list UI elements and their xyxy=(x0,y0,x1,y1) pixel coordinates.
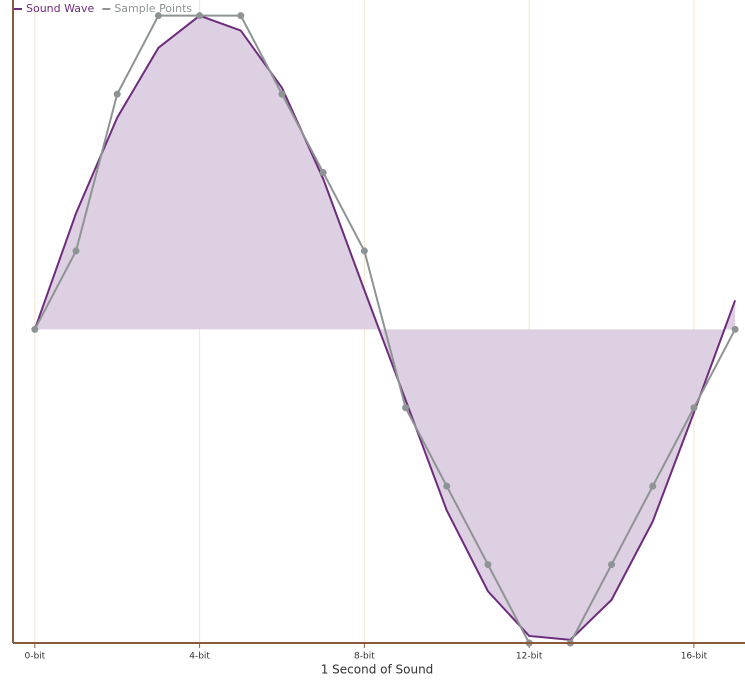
sample-point xyxy=(484,561,492,569)
x-tick-label: 4-bit xyxy=(189,652,210,662)
sample-point xyxy=(154,12,162,20)
line xyxy=(33,14,737,641)
sample-point xyxy=(319,169,327,177)
sample-point xyxy=(278,90,286,98)
sample-point xyxy=(31,325,39,333)
x-tick-label: 16-bit xyxy=(681,652,708,662)
sample-point xyxy=(608,561,616,569)
sample-point xyxy=(196,12,204,20)
legend-label: Sample Points xyxy=(114,2,192,15)
x-tick-label: 12-bit xyxy=(516,652,543,662)
sample-point xyxy=(402,404,410,412)
x-tick-label: 0-bit xyxy=(24,652,45,662)
sample-point xyxy=(237,12,245,20)
sample-point xyxy=(649,482,657,490)
sample-point xyxy=(360,247,368,255)
area xyxy=(34,15,736,640)
legend-label: Sound Wave xyxy=(26,2,95,15)
x-axis-title: 1 Second of Sound xyxy=(321,663,434,677)
x-tick-label: 8-bit xyxy=(354,652,375,662)
sample-point xyxy=(72,247,80,255)
sample-point xyxy=(113,90,121,98)
sample-point xyxy=(731,325,739,333)
sample-point xyxy=(443,482,451,490)
line xyxy=(33,14,736,644)
sample-point xyxy=(690,404,698,412)
